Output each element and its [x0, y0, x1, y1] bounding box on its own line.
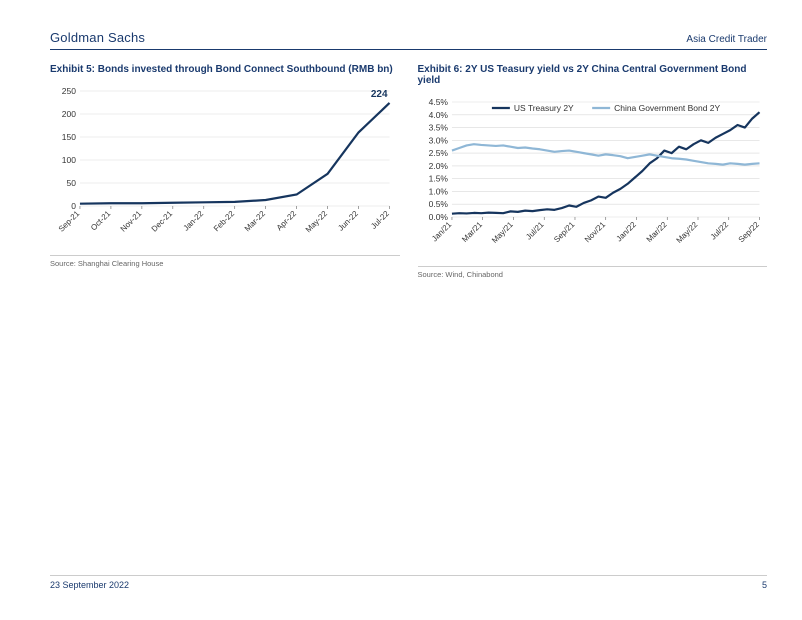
svg-text:50: 50 — [67, 178, 77, 188]
doc-title: Asia Credit Trader — [686, 34, 767, 45]
svg-text:224: 224 — [371, 89, 388, 100]
svg-text:Jan-22: Jan-22 — [182, 209, 206, 233]
svg-text:1.5%: 1.5% — [428, 174, 448, 184]
chart5-svg: 050100150200250Sep-21Oct-21Nov-21Dec-21J… — [50, 81, 400, 251]
chart6-box: 0.0%0.5%1.0%1.5%2.0%2.5%3.0%3.5%4.0%4.5%… — [418, 92, 768, 262]
header: Goldman Sachs Asia Credit Trader — [50, 30, 767, 50]
svg-text:200: 200 — [62, 109, 76, 119]
chart5-box: 050100150200250Sep-21Oct-21Nov-21Dec-21J… — [50, 81, 400, 251]
svg-text:US Treasury 2Y: US Treasury 2Y — [513, 103, 573, 113]
svg-text:Mar/21: Mar/21 — [460, 220, 484, 244]
footer-date: 23 September 2022 — [50, 580, 129, 590]
svg-text:May/22: May/22 — [674, 220, 699, 245]
chart6-source: Source: Wind, Chinabond — [418, 266, 768, 279]
svg-text:Sep-21: Sep-21 — [57, 209, 82, 234]
charts-row: Exhibit 5: Bonds invested through Bond C… — [50, 64, 767, 279]
svg-text:May-22: May-22 — [304, 209, 330, 235]
svg-text:May/21: May/21 — [490, 220, 515, 245]
svg-text:Nov-21: Nov-21 — [119, 209, 144, 234]
svg-text:Jul-22: Jul-22 — [369, 209, 391, 231]
svg-text:0.5%: 0.5% — [428, 199, 448, 209]
svg-text:2.5%: 2.5% — [428, 148, 448, 158]
svg-text:Jul/21: Jul/21 — [524, 220, 546, 242]
svg-text:3.0%: 3.0% — [428, 135, 448, 145]
chart6-svg: 0.0%0.5%1.0%1.5%2.0%2.5%3.0%3.5%4.0%4.5%… — [418, 92, 768, 262]
svg-text:Jul/22: Jul/22 — [708, 220, 730, 242]
svg-text:Sep/22: Sep/22 — [736, 220, 761, 245]
chart5-title: Exhibit 5: Bonds invested through Bond C… — [50, 64, 400, 75]
svg-text:3.5%: 3.5% — [428, 123, 448, 133]
chart6-title: Exhibit 6: 2Y US Teasury yield vs 2Y Chi… — [418, 64, 768, 86]
svg-text:Jun-22: Jun-22 — [336, 209, 360, 233]
svg-text:Mar-22: Mar-22 — [243, 209, 268, 234]
svg-text:Sep/21: Sep/21 — [552, 220, 577, 245]
svg-text:4.5%: 4.5% — [428, 97, 448, 107]
svg-text:Feb-22: Feb-22 — [212, 209, 237, 234]
svg-text:100: 100 — [62, 155, 76, 165]
svg-text:1.0%: 1.0% — [428, 186, 448, 196]
footer: 23 September 2022 5 — [50, 575, 767, 590]
chart6-col: Exhibit 6: 2Y US Teasury yield vs 2Y Chi… — [418, 64, 768, 279]
svg-text:250: 250 — [62, 86, 76, 96]
svg-text:Apr-22: Apr-22 — [275, 209, 299, 233]
svg-text:Jan/21: Jan/21 — [430, 220, 454, 244]
chart5-source: Source: Shanghai Clearing House — [50, 255, 400, 268]
page: Goldman Sachs Asia Credit Trader Exhibit… — [50, 30, 767, 590]
svg-text:150: 150 — [62, 132, 76, 142]
chart5-col: Exhibit 5: Bonds invested through Bond C… — [50, 64, 400, 279]
svg-text:Nov/21: Nov/21 — [582, 220, 607, 245]
footer-page: 5 — [762, 580, 767, 590]
svg-text:Mar/22: Mar/22 — [644, 220, 668, 244]
svg-text:2.0%: 2.0% — [428, 161, 448, 171]
svg-text:China Government Bond 2Y: China Government Bond 2Y — [614, 103, 720, 113]
svg-text:Dec-21: Dec-21 — [150, 209, 175, 234]
svg-text:Oct-21: Oct-21 — [89, 209, 113, 233]
svg-text:4.0%: 4.0% — [428, 110, 448, 120]
brand-name: Goldman Sachs — [50, 30, 145, 45]
svg-text:Jan/22: Jan/22 — [614, 220, 638, 244]
